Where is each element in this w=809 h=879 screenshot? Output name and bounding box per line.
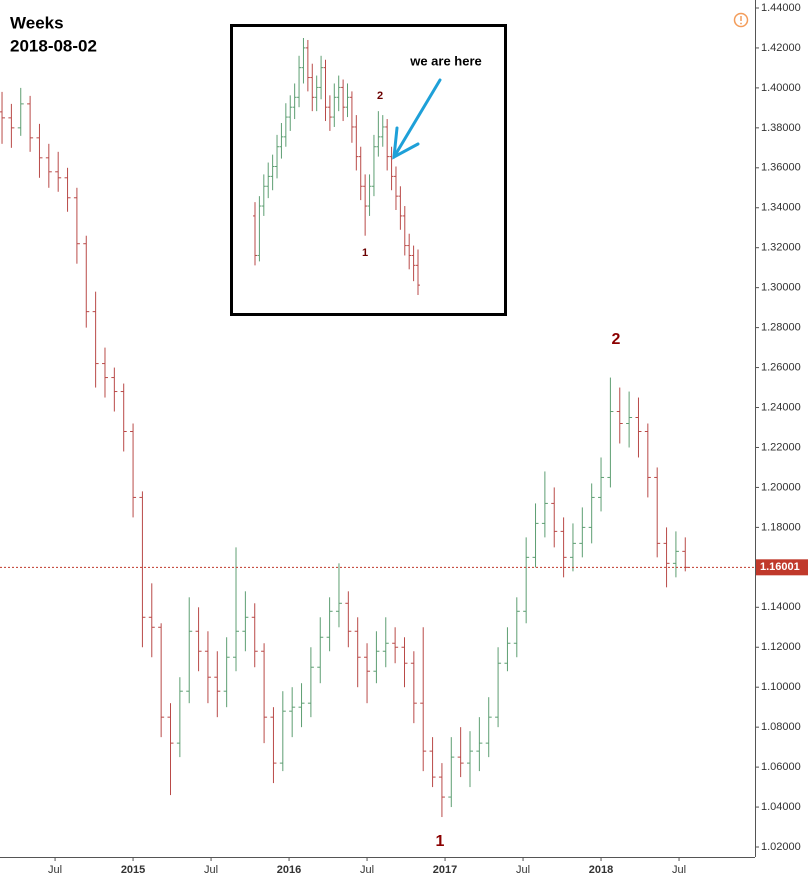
x-tick-label: 2018 [589, 864, 613, 876]
y-tick-label: 1.32000 [761, 242, 801, 254]
y-tick-label: 1.44000 [761, 2, 801, 14]
y-tick-label: 1.40000 [761, 82, 801, 94]
y-tick-label: 1.08000 [761, 721, 801, 733]
y-tick-label: 1.04000 [761, 801, 801, 813]
y-tick-label: 1.28000 [761, 322, 801, 334]
y-tick-label: 1.10000 [761, 681, 801, 693]
x-tick-label: Jul [204, 864, 218, 876]
wave-label: 2 [612, 331, 621, 348]
y-tick-label: 1.14000 [761, 601, 801, 613]
x-tick-label: 2017 [433, 864, 457, 876]
y-tick-label: 1.30000 [761, 282, 801, 294]
x-tick-label: Jul [516, 864, 530, 876]
x-tick-label: Jul [360, 864, 374, 876]
current-price-box [756, 559, 808, 576]
x-tick-label: 2015 [121, 864, 145, 876]
chart-subtitle: 2018-08-02 [10, 36, 97, 55]
wave-label: 1 [436, 833, 445, 850]
y-tick-label: 1.18000 [761, 521, 801, 533]
chart-title: Weeks [10, 13, 64, 32]
y-tick-label: 1.42000 [761, 42, 801, 54]
y-tick-label: 1.34000 [761, 202, 801, 214]
y-tick-label: 1.02000 [761, 841, 801, 853]
y-tick-label: 1.20000 [761, 481, 801, 493]
inset-label: 1 [362, 247, 368, 259]
arrow [392, 78, 442, 160]
y-tick-label: 1.22000 [761, 441, 801, 453]
alert-icon[interactable] [733, 12, 749, 28]
y-tick-label: 1.12000 [761, 641, 801, 653]
inset-label: 2 [377, 90, 383, 102]
inset-annotation: we are here [409, 53, 482, 68]
y-tick-label: 1.24000 [761, 401, 801, 413]
x-tick-label: 2016 [277, 864, 301, 876]
y-tick-label: 1.36000 [761, 162, 801, 174]
x-tick-label: Jul [48, 864, 62, 876]
x-tick-label: Jul [672, 864, 686, 876]
y-tick-label: 1.06000 [761, 761, 801, 773]
current-price-label: 1.16001 [760, 561, 800, 573]
y-tick-label: 1.26000 [761, 361, 801, 373]
y-tick-label: 1.38000 [761, 122, 801, 134]
